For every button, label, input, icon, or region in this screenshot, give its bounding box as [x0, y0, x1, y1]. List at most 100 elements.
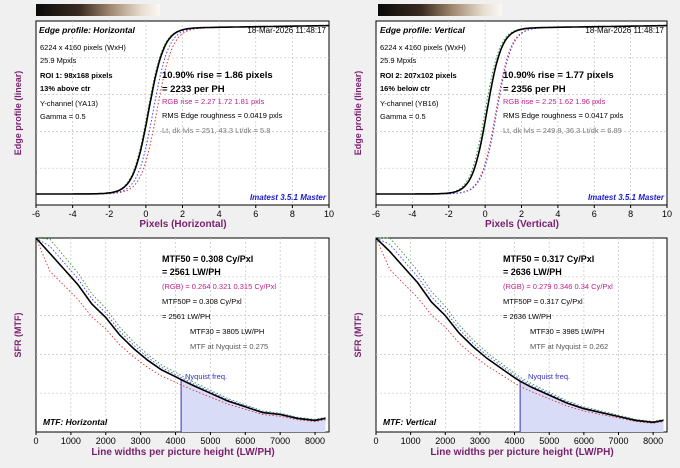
- x-tick-labels: -6 -4 -2 0 2 4 6 8 10: [372, 205, 672, 219]
- gamma: Gamma = 0.5: [380, 112, 426, 121]
- mtf-curves: [35, 237, 326, 422]
- edge-panel-horizontal: -6 -4 -2 0 2 4 6 8 10 Edge profile: Horizontal 1…: [13, 20, 334, 230]
- x-tick-label: 3000: [470, 436, 490, 446]
- x-tick-label: 7000: [270, 436, 290, 446]
- rise-value: 10.90% rise = 1.86 pixels: [162, 70, 273, 81]
- roi-line-1: ROI 1: 98x168 pixels: [40, 71, 113, 80]
- x-tick-label: 6000: [235, 436, 255, 446]
- x-axis-label: Pixels (Horizontal): [139, 219, 226, 230]
- edge-roughness: RMS Edge roughness = 0.0419 pxls: [162, 111, 283, 120]
- megapixels: 25.9 Mpxls: [380, 56, 417, 65]
- rgb-rise: RGB rise = 2.25 1.62 1.96 pxls: [503, 97, 606, 106]
- image-size: 6224 x 4160 pixels (WxH): [40, 43, 126, 52]
- x-tick-label: 4000: [166, 436, 186, 446]
- y-axis-label: Edge profile (linear): [353, 71, 363, 156]
- x-tick-label: 6: [253, 209, 258, 219]
- x-tick-label: 2: [180, 209, 185, 219]
- x-tick-label: -2: [445, 209, 453, 219]
- x-tick-label: 1000: [61, 436, 81, 446]
- mtf-luminance-curve: [35, 237, 326, 422]
- mtf-at-nyquist: MTF at Nyquist = 0.275: [190, 342, 268, 351]
- light-dark-levels: Lt, dk lvls = 251, 43.3 Lt/dk = 5.8: [162, 126, 270, 135]
- roi-line-2: 16% below ctr: [380, 84, 430, 93]
- gridlines: [376, 21, 667, 205]
- mtf30: MTF30 = 3985 LW/PH: [530, 327, 604, 336]
- x-tick-label: 5000: [539, 436, 559, 446]
- mtf-curves: [375, 237, 664, 424]
- panel-title: Edge profile: Horizontal: [39, 25, 136, 35]
- per-ph-value: = 2356 per PH: [503, 84, 566, 95]
- x-tick-label: 1000: [401, 436, 421, 446]
- gamma: Gamma = 0.5: [40, 112, 86, 121]
- x-tick-label: -4: [69, 209, 77, 219]
- mtf30: MTF30 = 3805 LW/PH: [190, 327, 264, 336]
- edge-luminance-curve: [376, 24, 667, 195]
- edge-panel-vertical: -6 -4 -2 0 2 4 6 8 10 Edge profile: Vertical 18-…: [353, 20, 672, 230]
- mtf50p-lwph: = 2636 LW/PH: [503, 312, 551, 321]
- edge-roughness: RMS Edge roughness = 0.0417 pxls: [503, 111, 624, 120]
- edge-luminance-curve: [36, 24, 329, 195]
- mtf50p: MTF50P = 0.308 Cy/Pxl: [162, 297, 242, 306]
- nyquist-fill: [180, 379, 326, 432]
- timestamp: 18-Mar-2026 11:48:17: [247, 26, 326, 35]
- x-tick-label: 8000: [643, 436, 663, 446]
- nyquist-label: Nyquist freq.: [528, 372, 570, 381]
- rgb-rise: RGB rise = 2.27 1.72 1.81 pxls: [162, 97, 265, 106]
- x-tick-label: 4: [217, 209, 222, 219]
- x-tick-label: 5000: [200, 436, 220, 446]
- per-ph-value: = 2233 per PH: [162, 84, 225, 95]
- x-axis-label: Line widths per picture height (LW/PH): [91, 447, 274, 458]
- x-tick-label: -6: [32, 209, 40, 219]
- mtf50-lwph: = 2561 LW/PH: [162, 267, 221, 277]
- mtf-panel-vertical: 0 1000 2000 3000 4000 5000 6000 7000 8000 MTF50 …: [353, 237, 668, 458]
- rise-value: 10.90% rise = 1.77 pixels: [503, 70, 614, 81]
- x-tick-label: 7000: [608, 436, 628, 446]
- mtf-at-nyquist: MTF at Nyquist = 0.262: [530, 342, 608, 351]
- channel: Y-channel (YB16): [380, 99, 439, 108]
- x-tick-label: 4: [555, 209, 560, 219]
- mtf50: MTF50 = 0.308 Cy/Pxl: [162, 254, 253, 264]
- x-tick-label: 3000: [131, 436, 151, 446]
- x-tick-labels: -6 -4 -2 0 2 4 6 8 10: [32, 205, 334, 219]
- x-tick-label: 10: [662, 209, 672, 219]
- x-axis-label: Line widths per picture height (LW/PH): [430, 447, 613, 458]
- edge-strip-horizontal: [36, 4, 160, 16]
- rgb-mtf50: (RGB) = 0.264 0.321 0.315 Cy/Pxl: [162, 282, 276, 291]
- megapixels: 25.9 Mpxls: [40, 56, 77, 65]
- mtf50: MTF50 = 0.317 Cy/Pxl: [503, 254, 594, 264]
- mtf50-lwph: = 2636 LW/PH: [503, 267, 562, 277]
- mtf50p: MTF50P = 0.317 Cy/Pxl: [503, 297, 583, 306]
- roi-line-2: 13% above ctr: [40, 84, 91, 93]
- mtf-panel-horizontal: 0 1000 2000 3000 4000 5000 6000 7000 8000 MTF50 …: [13, 237, 330, 458]
- x-tick-labels: 0 1000 2000 3000 4000 5000 6000 7000 8000: [373, 432, 663, 446]
- rgb-mtf50: (RGB) = 0.279 0.346 0.34 Cy/Pxl: [503, 282, 613, 291]
- x-tick-label: -6: [372, 209, 380, 219]
- nyquist-label: Nyquist freq.: [185, 372, 227, 381]
- x-tick-label: 0: [483, 209, 488, 219]
- x-tick-label: 8: [628, 209, 633, 219]
- x-tick-label: 8000: [305, 436, 325, 446]
- edge-curves: [376, 24, 667, 195]
- gridlines: [36, 238, 329, 432]
- panel-corner-title: MTF: Vertical: [383, 417, 437, 427]
- edge-strip-vertical: [378, 4, 502, 16]
- timestamp: 18-Mar-2026 11:48:17: [585, 26, 664, 35]
- mtf50p-lwph: = 2561 LW/PH: [162, 312, 210, 321]
- y-axis-label: SFR (MTF): [353, 313, 363, 358]
- mtf-luminance-curve: [375, 237, 664, 424]
- imatest-brand: Imatest 3.5.1 Master: [250, 193, 327, 202]
- mtf-red-curve: [375, 237, 664, 424]
- x-tick-label: 0: [373, 436, 378, 446]
- light-dark-levels: Lt, dk lvls = 249.8, 36.3 Lt/dk = 6.89: [503, 126, 622, 135]
- mtf-green-curve: [376, 237, 664, 422]
- gridlines: [36, 21, 329, 205]
- x-tick-label: -4: [408, 209, 416, 219]
- x-tick-label: 0: [33, 436, 38, 446]
- x-tick-label: 6000: [574, 436, 594, 446]
- nyquist-region: [181, 379, 326, 432]
- x-tick-label: 10: [324, 209, 334, 219]
- x-tick-label: 4000: [505, 436, 525, 446]
- mtf-blue-curve: [375, 237, 664, 423]
- x-tick-label: 2: [519, 209, 524, 219]
